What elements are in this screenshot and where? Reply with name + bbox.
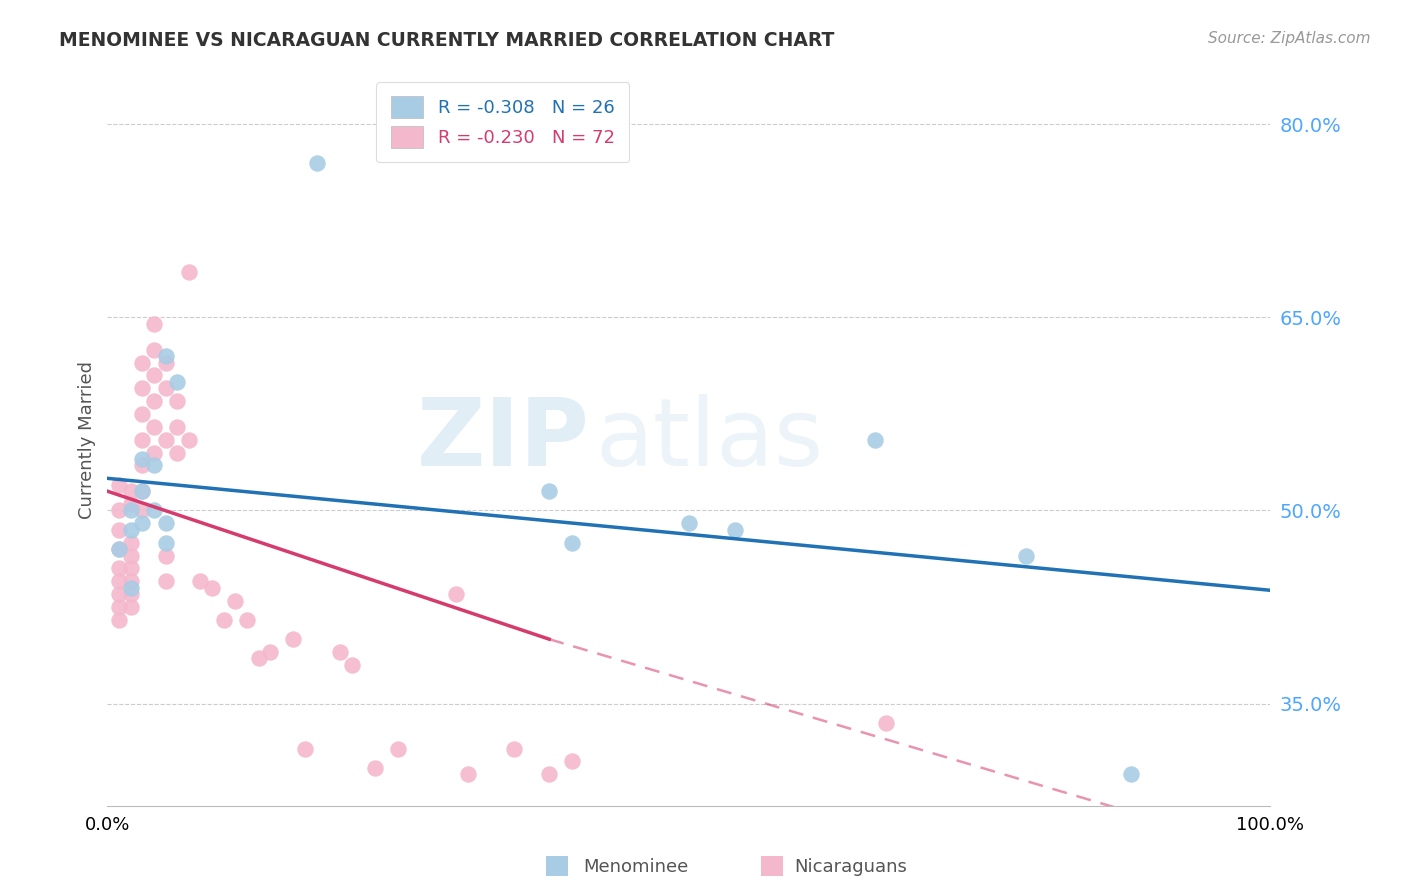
Point [155,549,177,563]
Point [387,741,409,756]
Point [166,445,188,459]
Y-axis label: Currently Married: Currently Married [79,360,96,519]
Point [142,343,165,357]
Point [155,574,177,589]
Point [155,433,177,447]
Point [259,645,281,659]
Point [561,755,583,769]
Text: Source: ZipAtlas.com: Source: ZipAtlas.com [1208,31,1371,46]
Point [142,503,165,517]
Point [142,420,165,434]
Point [108,561,131,575]
Point [155,535,177,549]
Point [131,355,153,369]
Point [142,394,165,409]
Point [142,317,165,331]
Point [503,741,526,756]
Point [155,355,177,369]
Text: atlas: atlas [596,393,824,486]
Point [283,632,305,647]
Point [120,497,142,511]
Point [108,574,131,589]
Point [166,375,188,389]
Point [108,600,131,615]
Legend: R = -0.308   N = 26, R = -0.230   N = 72: R = -0.308 N = 26, R = -0.230 N = 72 [377,82,628,162]
Point [108,523,131,537]
Point [305,156,328,170]
Point [131,452,153,467]
Point [236,613,259,627]
Point [108,542,131,557]
Text: MENOMINEE VS NICARAGUAN CURRENTLY MARRIED CORRELATION CHART: MENOMINEE VS NICARAGUAN CURRENTLY MARRIE… [59,31,834,50]
Point [131,458,153,473]
Point [142,368,165,383]
Point [678,516,700,531]
Point [166,394,188,409]
Point [538,767,561,781]
Point [561,535,583,549]
Text: Nicaraguans: Nicaraguans [794,858,907,876]
Point [190,574,212,589]
Point [166,420,188,434]
Point [120,587,142,601]
Point [340,657,363,672]
Point [120,484,142,499]
Point [224,593,246,607]
Point [131,484,153,499]
Point [108,477,131,491]
Point [444,587,467,601]
Point [177,265,200,279]
Point [120,523,142,537]
Point [177,433,200,447]
Point [120,581,142,595]
Point [457,767,479,781]
Point [120,574,142,589]
Point [201,581,224,595]
Point [875,715,897,730]
Point [724,523,747,537]
Point [131,503,153,517]
Point [108,613,131,627]
Text: Menominee: Menominee [583,858,689,876]
Point [212,613,235,627]
Point [120,549,142,563]
Point [863,433,886,447]
Point [131,484,153,499]
Point [120,600,142,615]
Point [131,381,153,395]
Point [120,503,142,517]
Point [108,503,131,517]
Point [364,761,387,775]
Point [131,433,153,447]
Point [1119,767,1142,781]
Point [142,445,165,459]
Point [120,535,142,549]
Point [1015,549,1038,563]
Point [329,645,352,659]
Point [142,458,165,473]
Text: ZIP: ZIP [418,393,591,486]
Point [155,516,177,531]
Point [131,516,153,531]
Point [247,651,270,665]
Point [131,407,153,421]
Point [155,381,177,395]
Point [108,542,131,557]
Point [294,741,316,756]
Point [108,587,131,601]
Point [538,484,561,499]
Point [155,349,177,363]
Point [120,561,142,575]
